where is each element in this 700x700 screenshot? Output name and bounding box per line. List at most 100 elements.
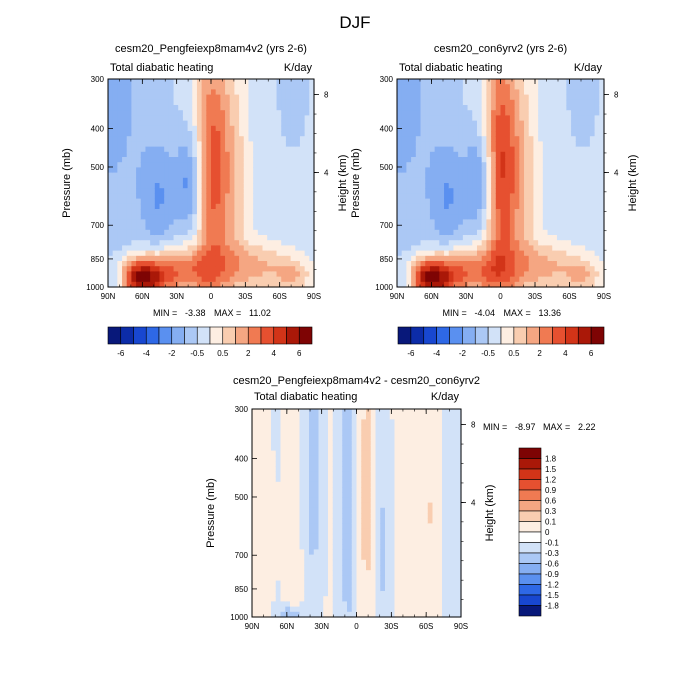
- heatmap-cell: [552, 172, 558, 179]
- heatmap-cell: [262, 250, 268, 257]
- heatmap-cell: [434, 219, 440, 226]
- heatmap-cell: [206, 79, 212, 85]
- heatmap-cell: [476, 167, 483, 174]
- heatmap-cell: [253, 151, 259, 158]
- heatmap-cell: [299, 513, 305, 519]
- heatmap-cell: [547, 271, 553, 278]
- heatmap-cell: [538, 131, 544, 137]
- heatmap-cell: [481, 177, 487, 184]
- heatmap-cell: [347, 585, 353, 592]
- heatmap-cell: [299, 209, 306, 215]
- heatmap-cell: [323, 585, 329, 592]
- heatmap-cell: [380, 507, 386, 514]
- heatmap-cell: [145, 157, 151, 163]
- heatmap-cell: [215, 183, 221, 189]
- heatmap-cell: [108, 167, 114, 174]
- heatmap-cell: [304, 471, 310, 478]
- heatmap-cell: [486, 79, 492, 85]
- heatmap-cell: [524, 167, 530, 174]
- heatmap-cell: [342, 606, 348, 613]
- heatmap-cell: [500, 136, 506, 142]
- heatmap-cell: [434, 131, 440, 137]
- heatmap-cell: [313, 481, 320, 488]
- heatmap-cell: [491, 120, 497, 127]
- heatmap-cell: [168, 193, 175, 200]
- heatmap-cell: [140, 255, 147, 262]
- heatmap-cell: [271, 276, 278, 283]
- heatmap-cell: [145, 84, 151, 90]
- heatmap-cell: [370, 414, 377, 420]
- heatmap-cell: [252, 559, 258, 566]
- heatmap-cell: [154, 255, 161, 262]
- heatmap-cell: [304, 266, 310, 272]
- heatmap-cell: [328, 502, 334, 509]
- heatmap-cell: [462, 79, 469, 85]
- heatmap-cell: [196, 250, 203, 257]
- heatmap-cell: [323, 409, 329, 415]
- heatmap-cell: [585, 250, 591, 257]
- heatmap-cell: [154, 193, 161, 200]
- heatmap-cell: [295, 183, 301, 189]
- heatmap-cell: [187, 115, 193, 122]
- heatmap-cell: [505, 110, 511, 116]
- heatmap-cell: [256, 487, 263, 493]
- heatmap-cell: [304, 424, 310, 431]
- heatmap-cell: [126, 266, 133, 272]
- heatmap-cell: [285, 419, 291, 426]
- heatmap-cell: [154, 219, 161, 226]
- heatmap-cell: [444, 271, 450, 278]
- heatmap-cell: [136, 261, 142, 267]
- heatmap-cell: [196, 99, 203, 106]
- heatmap-cell: [406, 105, 412, 111]
- heatmap-cell: [295, 219, 301, 226]
- heatmap-cell: [126, 271, 133, 278]
- heatmap-cell: [401, 271, 407, 278]
- heatmap-cell: [505, 224, 511, 231]
- heatmap-cell: [394, 445, 400, 452]
- heatmap-cell: [309, 120, 315, 127]
- heatmap-cell: [126, 219, 133, 226]
- heatmap-cell: [547, 224, 553, 231]
- heatmap-cell: [444, 167, 450, 174]
- heatmap-cell: [108, 261, 114, 267]
- heatmap-cell: [356, 409, 362, 415]
- heatmap-cell: [192, 151, 198, 158]
- heatmap-cell: [196, 115, 203, 122]
- heatmap-cell: [280, 502, 286, 509]
- heatmap-cell: [145, 89, 151, 96]
- heatmap-cell: [575, 193, 582, 200]
- heatmap-cell: [281, 177, 287, 184]
- heatmap-cell: [173, 229, 179, 236]
- heatmap-cell: [294, 414, 301, 420]
- heatmap-cell: [108, 245, 114, 252]
- heatmap-cell: [262, 172, 268, 179]
- heatmap-cell: [547, 157, 553, 163]
- heatmap-cell: [131, 250, 137, 257]
- heatmap-cell: [126, 240, 133, 246]
- heatmap-cell: [252, 606, 258, 613]
- heatmap-cell: [154, 162, 161, 168]
- heatmap-cell: [117, 162, 123, 168]
- heatmap-cell: [126, 209, 133, 215]
- heatmap-cell: [253, 146, 259, 153]
- heatmap-cell: [257, 177, 264, 184]
- heatmap-cell: [256, 580, 263, 587]
- heatmap-cell: [168, 162, 175, 168]
- heatmap-cell: [299, 533, 305, 540]
- heatmap-cell: [337, 606, 343, 613]
- heatmap-cell: [361, 580, 367, 587]
- heatmap-cell: [229, 120, 236, 127]
- heatmap-cell: [332, 507, 339, 514]
- heatmap-cell: [439, 203, 445, 210]
- heatmap-cell: [394, 523, 400, 530]
- heatmap-cell: [215, 146, 221, 153]
- heatmap-cell: [458, 281, 464, 288]
- heatmap-cell: [299, 245, 306, 252]
- heatmap-cell: [561, 151, 567, 158]
- heatmap-cell: [275, 429, 282, 436]
- heatmap-cell: [547, 120, 553, 127]
- heatmap-cell: [304, 461, 310, 467]
- heatmap-cell: [173, 105, 179, 111]
- heatmap-cell: [290, 245, 296, 252]
- heatmap-cell: [131, 266, 137, 272]
